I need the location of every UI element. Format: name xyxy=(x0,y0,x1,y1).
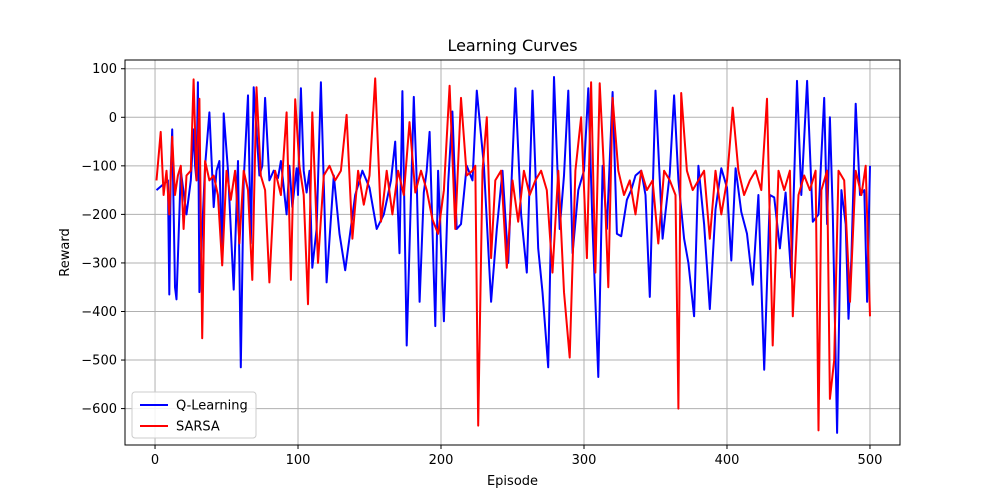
x-tick-label: 100 xyxy=(286,453,311,468)
legend-label: SARSA xyxy=(176,420,220,435)
y-tick-label: 0 xyxy=(109,111,117,126)
series-line-sarsa xyxy=(155,77,871,432)
y-tick-label: −100 xyxy=(81,159,117,174)
y-tick-label: −500 xyxy=(81,354,117,369)
legend: Q-Learning SARSA xyxy=(131,391,257,439)
x-tick-label: 200 xyxy=(429,453,454,468)
y-tick-label: −400 xyxy=(81,305,117,320)
y-tick-label: −300 xyxy=(81,256,117,271)
series-line-q-learning xyxy=(155,76,871,434)
grid xyxy=(125,60,900,445)
x-tick-label: 300 xyxy=(572,453,597,468)
x-tick-label: 400 xyxy=(715,453,740,468)
chart-title: Learning Curves xyxy=(447,36,577,55)
x-axis-label: Episode xyxy=(487,474,538,489)
x-tick-label: 500 xyxy=(858,453,883,468)
x-axis-ticks: 0 100 200 300 400 500 xyxy=(151,445,882,468)
y-tick-label: 100 xyxy=(92,62,117,77)
y-tick-label: −200 xyxy=(81,208,117,223)
plot-lines xyxy=(155,76,871,434)
legend-label: Q-Learning xyxy=(176,399,248,414)
y-axis-label: Reward xyxy=(58,228,73,276)
y-tick-label: −600 xyxy=(81,402,117,417)
x-tick-label: 0 xyxy=(151,453,159,468)
y-axis-ticks: 100 0 −100 −200 −300 −400 −500 −600 xyxy=(81,62,125,417)
plot-area-frame xyxy=(124,59,901,446)
